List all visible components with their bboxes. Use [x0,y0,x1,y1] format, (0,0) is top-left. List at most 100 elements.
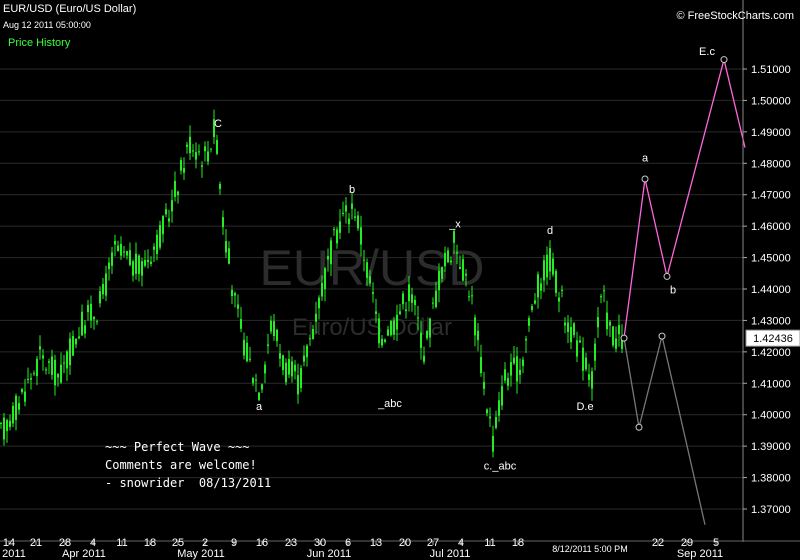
x-tick-label: 28 [59,537,71,549]
wave-label: C [214,118,222,130]
candle-body [477,330,479,341]
candle-body [198,151,200,153]
candle-body [450,260,452,263]
candle-body [501,386,503,406]
last-price-label: 1.42436 [753,333,793,345]
candle-body [393,320,395,335]
candle-body [189,136,191,154]
symbol-title: EUR/USD (Euro/US Dollar) [3,3,137,15]
candle-body [270,320,272,332]
candle-body [555,271,557,293]
candle-body [105,273,107,296]
candle-body [534,300,536,304]
candle-body [54,359,56,386]
candle-body [261,384,263,390]
candle-body [537,274,539,298]
y-tick-label: 1.51000 [751,64,791,76]
wave-label: a [256,401,263,413]
wave-label: _abc [377,398,402,410]
candle-body [201,165,203,167]
candle-body [582,347,584,371]
candle-body [255,379,257,381]
candle-body [603,290,605,292]
candle-body [384,339,386,342]
candle-body [540,283,542,291]
candle-body [414,299,416,306]
tab-price-history[interactable]: Price History [8,37,71,49]
y-tick-label: 1.43000 [751,315,791,327]
y-tick-label: 1.47000 [751,190,791,202]
candle-body [366,262,368,278]
candle-body [225,241,227,253]
candle-body [462,259,464,281]
candle-body [444,252,446,267]
candle-body [447,250,449,263]
candle-body [9,420,11,427]
candle-body [279,353,281,359]
x-tick-label: 21 [30,537,42,549]
candle-body [159,225,161,248]
candle-body [3,417,5,440]
watermark-symbol: EUR/USD [259,240,484,296]
candle-body [525,338,527,341]
candle-body [522,359,524,366]
candle-body [288,359,290,375]
candle-body [495,417,497,428]
candle-body [33,373,35,375]
wave-label: D.e [576,401,593,413]
candle-body [549,248,551,272]
candle-body [90,303,92,321]
candle-body [243,339,245,356]
candle-body [84,325,86,334]
candle-body [309,338,311,340]
candle-body [552,258,554,275]
cursor-time-label: 8/12/2011 5:00 PM [552,544,627,554]
candle-body [138,255,140,274]
candle-body [426,330,428,339]
candle-body [102,283,104,295]
candle-body [420,332,422,348]
wave-label: b [349,184,355,196]
candle-body [528,318,530,326]
y-tick-label: 1.38000 [751,473,791,485]
candle-body [363,259,365,261]
y-tick-label: 1.44000 [751,284,791,296]
candle-body [441,267,443,279]
candle-body [15,395,17,420]
wave-label: a [642,153,649,165]
candle-body [339,221,341,233]
x-month-label: Jul 2011 [430,548,471,560]
chart-note: ~~~ Perfect Wave ~~~ Comments are welcom… [105,438,271,492]
candle-body [591,371,593,389]
candle-body [0,422,2,424]
candle-body [432,302,434,304]
y-tick-label: 1.46000 [751,221,791,233]
candle-body [228,248,230,264]
candle-body [483,382,485,389]
projection-node [658,332,666,340]
candle-body [606,312,608,330]
candle-body [345,205,347,212]
candle-body [267,344,269,347]
candle-body [456,252,458,254]
x-tick-label: 6 [345,537,351,549]
candle-body [336,229,338,244]
candle-body [111,252,113,266]
candle-body [621,335,623,349]
projection-node [720,56,728,64]
candle-body [75,338,77,345]
candle-series [0,109,623,458]
candle-body [246,342,248,362]
brand-label: © FreeStockCharts.com [676,10,794,22]
candle-body [360,227,362,245]
candle-body [468,296,470,298]
candle-body [135,253,137,274]
candle-body [354,216,356,218]
candle-body [417,317,419,319]
candle-body [378,318,380,344]
candle-body [237,304,239,309]
x-month-label: May 2011 [177,548,225,560]
candle-body [153,246,155,250]
candle-body [69,338,71,366]
